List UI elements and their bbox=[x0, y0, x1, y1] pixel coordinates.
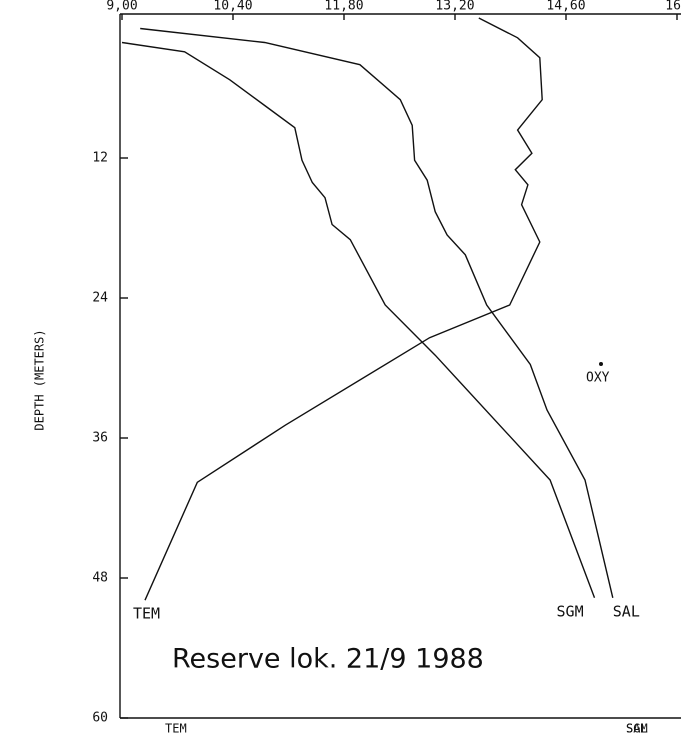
x-tick-label: 14,60 bbox=[546, 0, 585, 14]
profile-line bbox=[144, 17, 543, 601]
chart-title: Reserve lok. 21/9 1988 bbox=[172, 644, 484, 675]
axis-line-label: TEM bbox=[165, 722, 187, 736]
x-tick-label: 10,40 bbox=[213, 0, 252, 14]
axis-line-label: SAL bbox=[626, 722, 648, 736]
line-label: SGM bbox=[557, 602, 584, 620]
y-tick-label: 60 bbox=[92, 711, 108, 726]
axis-line-label: SGM bbox=[626, 722, 648, 736]
y-tick-label: 12 bbox=[92, 151, 108, 166]
profile-line bbox=[121, 41, 596, 599]
y-tick-label: 48 bbox=[92, 571, 108, 586]
y-tick-label: 24 bbox=[92, 291, 108, 306]
line-label: TEM bbox=[133, 605, 160, 623]
annotation: OXY bbox=[586, 371, 610, 386]
y-tick-label: 36 bbox=[92, 431, 108, 446]
x-tick-label: 9,00 bbox=[106, 0, 137, 14]
x-tick-label: 11,80 bbox=[324, 0, 363, 14]
y-axis-label: DEPTH (METERS) bbox=[33, 329, 47, 430]
line-label: SAL bbox=[613, 602, 640, 620]
profile-line bbox=[140, 27, 614, 598]
oxy-dot bbox=[599, 362, 603, 366]
x-tick-label: 13,20 bbox=[435, 0, 474, 14]
x-tick-label: 16, bbox=[665, 0, 681, 14]
